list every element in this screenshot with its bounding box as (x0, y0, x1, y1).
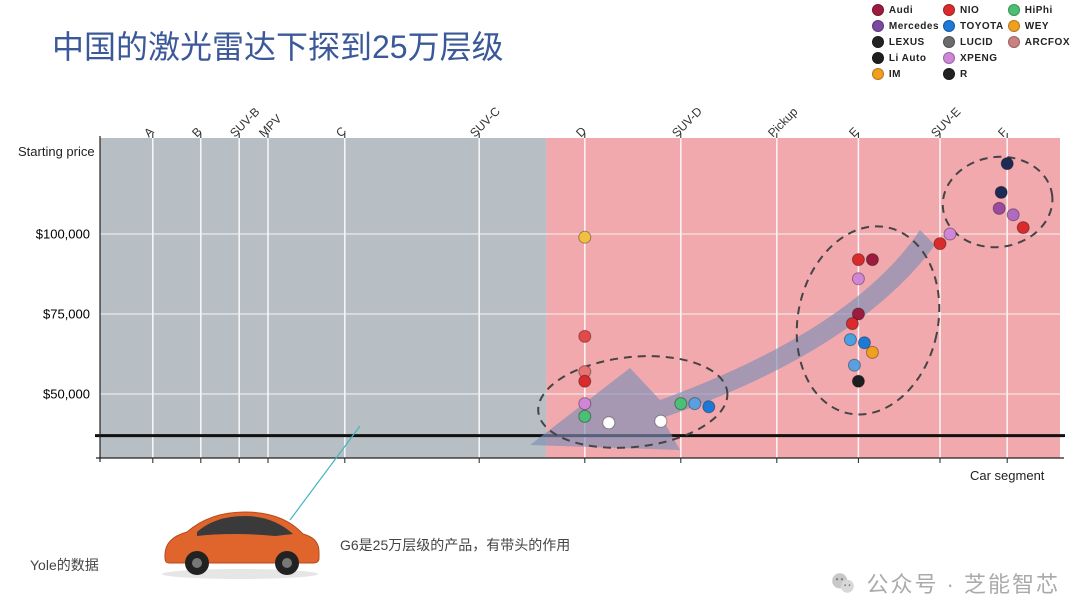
y-tick-label: $75,000 (20, 307, 90, 322)
y-axis-title: Starting price (18, 144, 95, 159)
data-point (852, 375, 864, 387)
data-point (1001, 158, 1013, 170)
data-point (934, 238, 946, 250)
data-point (689, 398, 701, 410)
watermark: 公众号 · 芝能智芯 (830, 567, 1060, 599)
y-tick-label: $50,000 (20, 387, 90, 402)
x-axis-title: Car segment (970, 468, 1044, 483)
source-annotation: Yole的数据 (30, 555, 99, 575)
data-point (852, 254, 864, 266)
wechat-icon (830, 570, 856, 596)
data-point (846, 318, 858, 330)
data-point (579, 330, 591, 342)
data-point (866, 346, 878, 358)
data-point (848, 359, 860, 371)
data-point (655, 415, 667, 427)
data-point (944, 228, 956, 240)
data-point (1007, 209, 1019, 221)
data-point (579, 231, 591, 243)
data-point (852, 273, 864, 285)
car-annotation: G6是25万层级的产品，有带头的作用 (340, 535, 570, 555)
data-point (995, 186, 1007, 198)
data-point (579, 375, 591, 387)
data-point (579, 410, 591, 422)
data-point (1017, 222, 1029, 234)
y-tick-label: $100,000 (20, 227, 90, 242)
slide-stage: 中国的激光雷达下探到25万层级 AudiMercedesLEXUSLi Auto… (0, 0, 1080, 609)
data-point (858, 337, 870, 349)
data-point (844, 334, 856, 346)
data-point (993, 202, 1005, 214)
data-point (579, 398, 591, 410)
data-point (866, 254, 878, 266)
car-illustration (155, 500, 325, 580)
data-point (675, 398, 687, 410)
data-point (603, 417, 615, 429)
watermark-text: 公众号 · 芝能智芯 (866, 567, 1060, 599)
data-point (703, 401, 715, 413)
